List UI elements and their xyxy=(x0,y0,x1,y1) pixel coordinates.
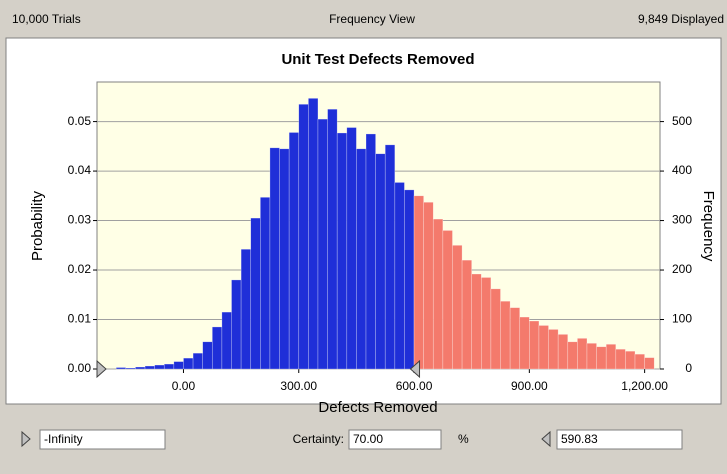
x-tick-label: 300.00 xyxy=(280,379,317,393)
bar xyxy=(250,217,261,370)
lower-value: -Infinity xyxy=(44,432,83,446)
y-tick-label: 0.00 xyxy=(68,361,92,375)
x-tick-label: 600.00 xyxy=(396,379,433,393)
x-tick-label: 900.00 xyxy=(511,379,548,393)
y2-tick-label: 500 xyxy=(672,114,692,128)
bar xyxy=(327,108,338,370)
displayed: 9,849 Displayed xyxy=(638,12,724,26)
bar xyxy=(269,147,280,370)
bar xyxy=(125,367,136,370)
y-tick-label: 0.05 xyxy=(68,114,92,128)
bar xyxy=(519,316,530,370)
bar xyxy=(183,357,194,370)
certainty-label: Certainty: xyxy=(293,432,344,446)
bar xyxy=(375,153,386,370)
bar xyxy=(490,288,501,370)
y2-tick-label: 100 xyxy=(672,312,692,326)
bar xyxy=(192,352,203,370)
bar xyxy=(413,195,424,370)
chart-title: Unit Test Defects Removed xyxy=(281,51,474,68)
y2-tick-label: 300 xyxy=(672,213,692,227)
bar xyxy=(615,348,626,370)
bar xyxy=(481,277,492,370)
bar xyxy=(211,326,223,370)
bar xyxy=(173,361,184,370)
bar xyxy=(317,118,328,370)
bar xyxy=(336,132,348,370)
bar xyxy=(605,343,617,370)
bar xyxy=(634,353,645,370)
bar xyxy=(500,300,511,370)
bar xyxy=(356,148,367,370)
bar xyxy=(538,325,549,370)
y-axis-label: Probability xyxy=(29,190,46,261)
bar xyxy=(442,230,453,370)
y2-tick-label: 0 xyxy=(685,361,692,375)
y-tick-label: 0.04 xyxy=(68,163,92,177)
bar xyxy=(452,244,463,370)
upper-grabber xyxy=(409,359,421,379)
x-tick-label: 0.00 xyxy=(172,379,196,393)
bar xyxy=(384,144,396,370)
bar xyxy=(260,196,271,370)
upper-input[interactable] xyxy=(556,429,683,450)
bar xyxy=(394,182,405,370)
bar xyxy=(404,189,415,370)
bar xyxy=(135,366,146,370)
trials: 10,000 Trials xyxy=(12,12,81,26)
bar xyxy=(202,341,213,370)
y2-axis-label: Frequency xyxy=(700,191,717,262)
bar xyxy=(529,320,540,370)
y2-tick-label: 200 xyxy=(672,262,692,276)
y-tick-label: 0.03 xyxy=(68,213,92,227)
bar xyxy=(221,311,232,370)
bar xyxy=(163,363,175,370)
bar xyxy=(144,365,155,370)
bar xyxy=(308,98,319,370)
bar xyxy=(279,148,290,370)
x-tick-label: 1,200.00 xyxy=(621,379,668,393)
upper-value: 590.83 xyxy=(561,432,598,446)
bar xyxy=(154,364,165,370)
bar xyxy=(423,201,434,370)
bar xyxy=(432,218,444,370)
bar xyxy=(298,103,309,370)
bar xyxy=(625,350,636,370)
certainty-input[interactable] xyxy=(348,429,442,450)
upper-arrow[interactable] xyxy=(541,430,551,448)
bar xyxy=(346,127,357,370)
bar xyxy=(231,279,242,370)
bar xyxy=(115,367,127,370)
bar xyxy=(240,248,252,370)
bar xyxy=(365,133,376,370)
y-tick-label: 0.02 xyxy=(68,262,92,276)
bar xyxy=(567,341,578,370)
bar xyxy=(644,357,655,370)
bar xyxy=(509,307,521,370)
bar xyxy=(596,346,607,370)
bar xyxy=(461,259,472,370)
lower-input[interactable] xyxy=(39,429,166,450)
lower-grabber xyxy=(96,359,107,379)
lower-arrow[interactable] xyxy=(21,430,31,448)
bar xyxy=(288,132,300,370)
x-axis-label: Defects Removed xyxy=(318,399,437,416)
bar xyxy=(548,329,559,370)
y-tick-label: 0.01 xyxy=(68,312,92,326)
bar xyxy=(577,338,588,370)
view-name: Frequency View xyxy=(329,12,415,26)
certainty-unit: % xyxy=(458,432,469,446)
bar xyxy=(471,273,482,370)
bar xyxy=(586,342,597,370)
certainty-value: 70.00 xyxy=(353,432,383,446)
bar xyxy=(557,334,569,370)
y2-tick-label: 400 xyxy=(672,163,692,177)
